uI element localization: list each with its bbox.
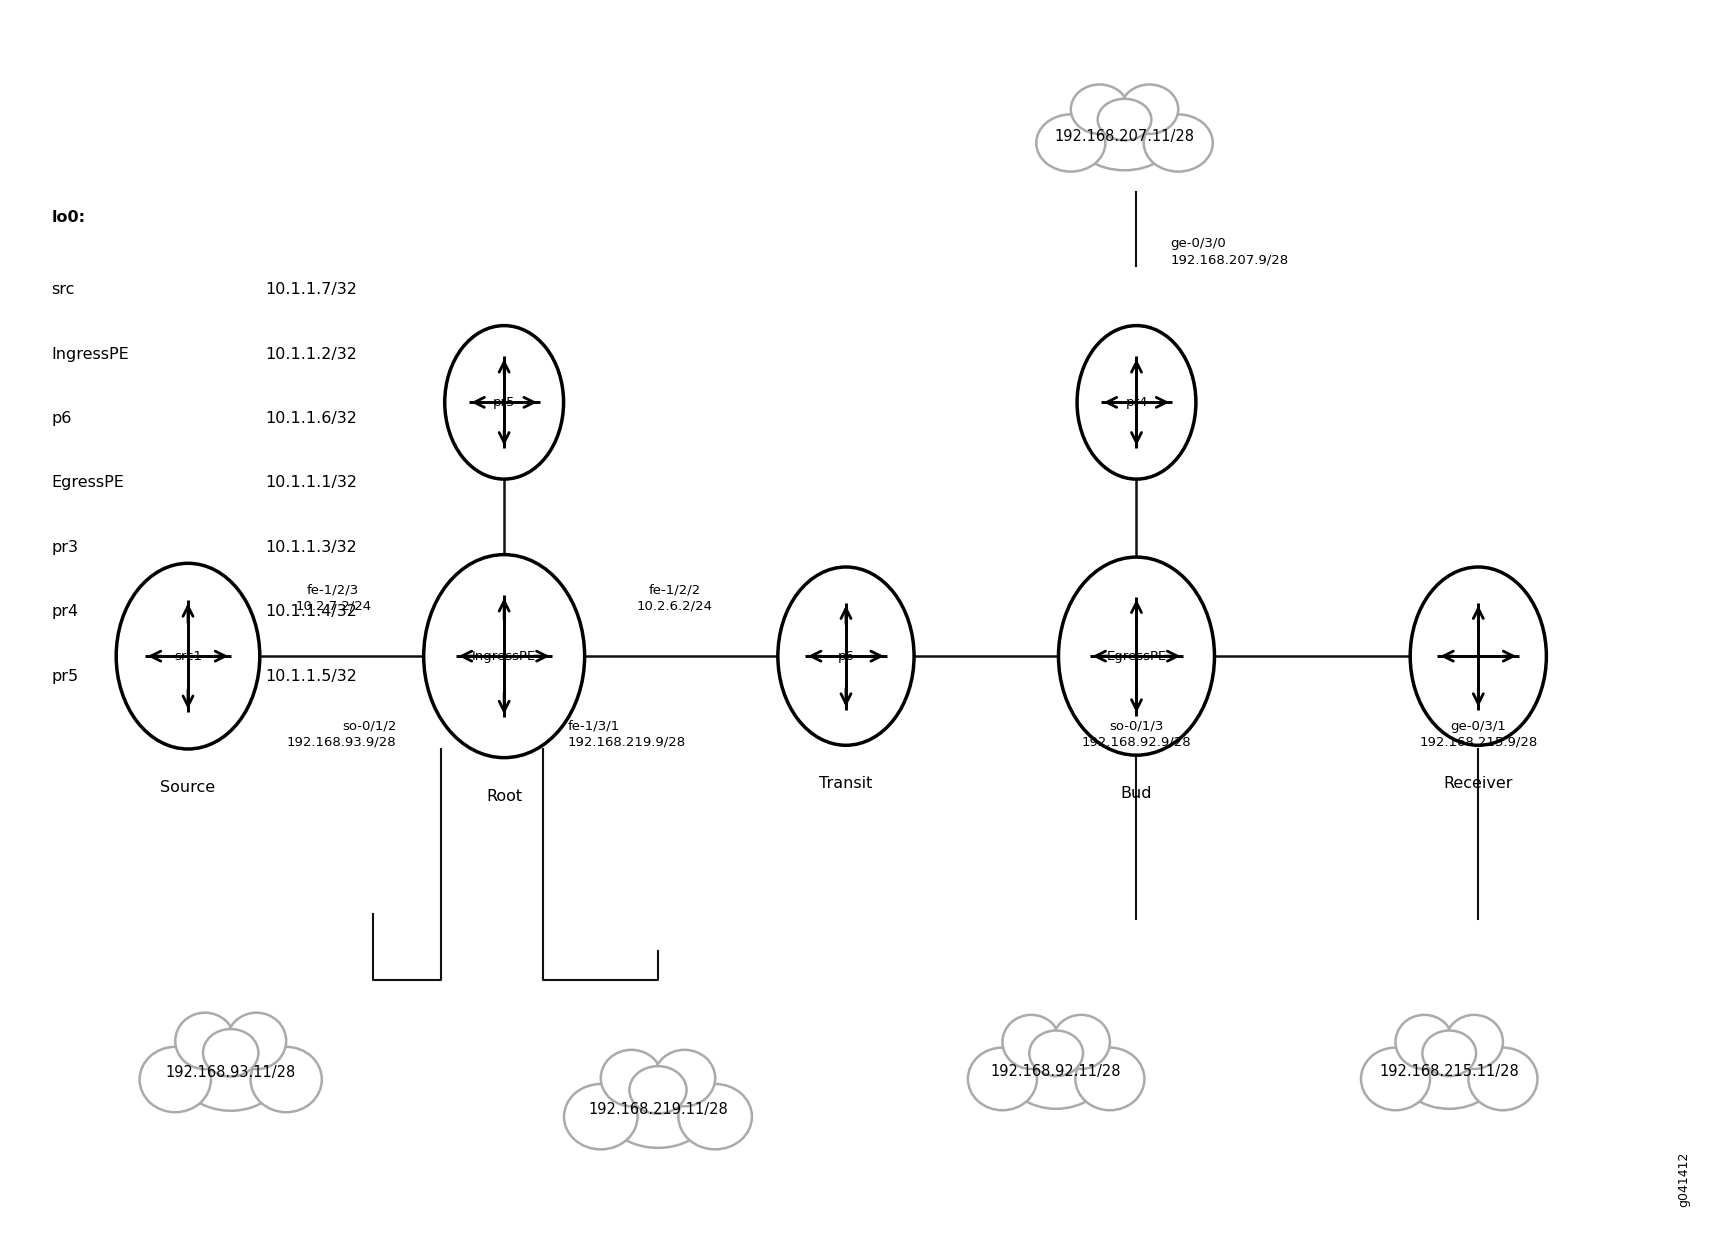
Ellipse shape <box>1029 1030 1084 1076</box>
Ellipse shape <box>140 1047 210 1112</box>
Text: fe-1/2/2
10.2.6.2/24: fe-1/2/2 10.2.6.2/24 <box>637 584 713 613</box>
Ellipse shape <box>1007 1035 1106 1109</box>
Text: ge-0/3/0
192.168.207.9/28: ge-0/3/0 192.168.207.9/28 <box>1171 238 1289 266</box>
Ellipse shape <box>602 1050 661 1107</box>
Text: so-0/1/2
192.168.93.9/28: so-0/1/2 192.168.93.9/28 <box>287 721 396 749</box>
Ellipse shape <box>564 1084 637 1149</box>
Text: pr4: pr4 <box>51 604 79 619</box>
Ellipse shape <box>227 1013 285 1070</box>
Ellipse shape <box>1396 1015 1453 1068</box>
Ellipse shape <box>655 1050 714 1107</box>
Text: src: src <box>51 282 75 297</box>
Ellipse shape <box>179 1034 282 1110</box>
Ellipse shape <box>1121 84 1178 134</box>
Ellipse shape <box>1077 326 1196 479</box>
Ellipse shape <box>1053 1015 1109 1068</box>
Ellipse shape <box>1072 84 1128 134</box>
Text: EgressPE: EgressPE <box>1106 650 1167 662</box>
Text: 10.1.1.7/32: 10.1.1.7/32 <box>265 282 357 297</box>
Text: ge-0/3/1
192.168.215.9/28: ge-0/3/1 192.168.215.9/28 <box>1418 721 1538 749</box>
Ellipse shape <box>203 1029 258 1077</box>
Ellipse shape <box>251 1047 321 1112</box>
Text: 10.1.1.4/32: 10.1.1.4/32 <box>265 604 357 619</box>
Text: p6: p6 <box>837 650 854 662</box>
Text: lo0:: lo0: <box>51 210 85 225</box>
Text: fe-1/2/3
10.2.7.2/24: fe-1/2/3 10.2.7.2/24 <box>296 584 371 613</box>
Text: pr5: pr5 <box>51 669 79 683</box>
Text: pr5: pr5 <box>492 396 516 409</box>
Text: 10.1.1.5/32: 10.1.1.5/32 <box>265 669 357 683</box>
Ellipse shape <box>176 1013 234 1070</box>
Text: so-0/1/3
192.168.92.9/28: so-0/1/3 192.168.92.9/28 <box>1082 721 1191 749</box>
Text: Source: Source <box>161 780 215 795</box>
Text: pr3: pr3 <box>51 540 79 555</box>
Ellipse shape <box>1400 1035 1499 1109</box>
Text: 192.168.219.11/28: 192.168.219.11/28 <box>588 1102 728 1117</box>
Text: 10.1.1.6/32: 10.1.1.6/32 <box>265 411 357 426</box>
Text: fe-1/3/1
192.168.219.9/28: fe-1/3/1 192.168.219.9/28 <box>567 721 685 749</box>
Ellipse shape <box>1422 1030 1477 1076</box>
Ellipse shape <box>1360 1047 1430 1110</box>
Ellipse shape <box>1143 114 1213 172</box>
Ellipse shape <box>678 1084 752 1149</box>
Ellipse shape <box>967 1047 1037 1110</box>
Ellipse shape <box>1036 114 1106 172</box>
Ellipse shape <box>1003 1015 1060 1068</box>
Text: IngressPE: IngressPE <box>51 347 128 361</box>
Ellipse shape <box>1097 99 1152 140</box>
Ellipse shape <box>605 1071 711 1148</box>
Text: Receiver: Receiver <box>1444 776 1512 791</box>
Text: pr4: pr4 <box>1125 396 1148 409</box>
Text: 192.168.93.11/28: 192.168.93.11/28 <box>166 1065 296 1080</box>
Ellipse shape <box>1075 103 1174 171</box>
Ellipse shape <box>629 1066 687 1114</box>
Ellipse shape <box>1075 1047 1145 1110</box>
Text: EgressPE: EgressPE <box>51 475 125 490</box>
Text: 192.168.92.11/28: 192.168.92.11/28 <box>991 1065 1121 1080</box>
Text: Bud: Bud <box>1121 786 1152 801</box>
Ellipse shape <box>444 326 564 479</box>
Text: 192.168.215.11/28: 192.168.215.11/28 <box>1379 1065 1519 1080</box>
Text: IngressPE: IngressPE <box>472 650 537 662</box>
Text: Transit: Transit <box>819 776 873 791</box>
Text: g041412: g041412 <box>1677 1151 1690 1207</box>
Ellipse shape <box>424 555 584 758</box>
Text: 10.1.1.3/32: 10.1.1.3/32 <box>265 540 357 555</box>
Text: Root: Root <box>485 789 523 803</box>
Ellipse shape <box>1058 557 1215 755</box>
Text: src1: src1 <box>174 650 202 662</box>
Text: 10.1.1.1/32: 10.1.1.1/32 <box>265 475 357 490</box>
Text: p6: p6 <box>51 411 72 426</box>
Ellipse shape <box>1410 567 1547 745</box>
Text: 10.1.1.2/32: 10.1.1.2/32 <box>265 347 357 361</box>
Ellipse shape <box>1468 1047 1538 1110</box>
Ellipse shape <box>1446 1015 1502 1068</box>
Ellipse shape <box>116 563 260 749</box>
Text: 192.168.207.11/28: 192.168.207.11/28 <box>1054 129 1195 144</box>
Ellipse shape <box>778 567 914 745</box>
